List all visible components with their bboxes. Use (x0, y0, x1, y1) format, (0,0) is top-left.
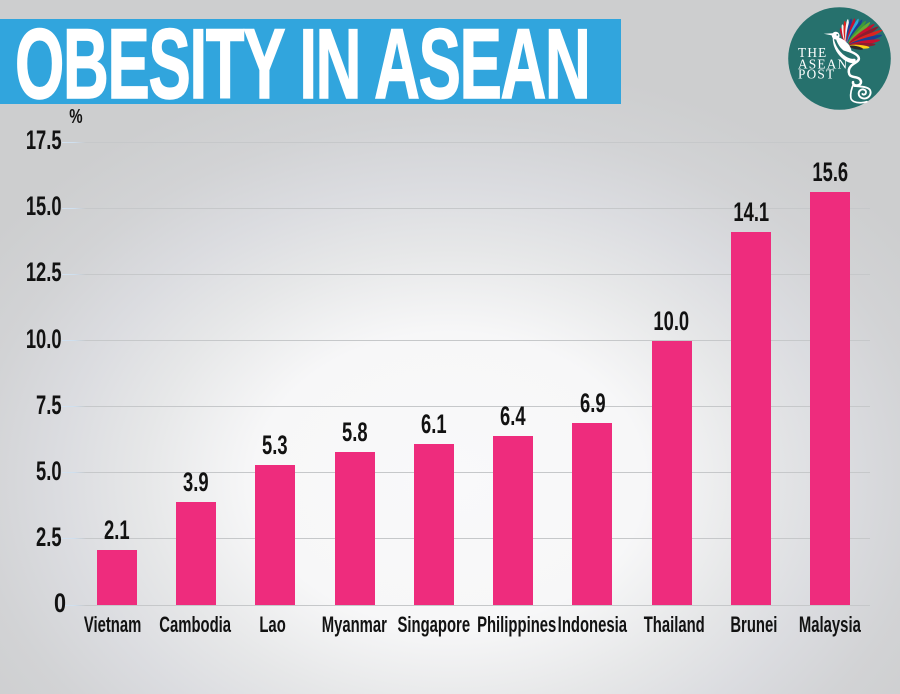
svg-text:POST: POST (798, 67, 835, 82)
svg-text:ASEAN: ASEAN (798, 56, 848, 71)
svg-text:THE: THE (798, 45, 827, 60)
